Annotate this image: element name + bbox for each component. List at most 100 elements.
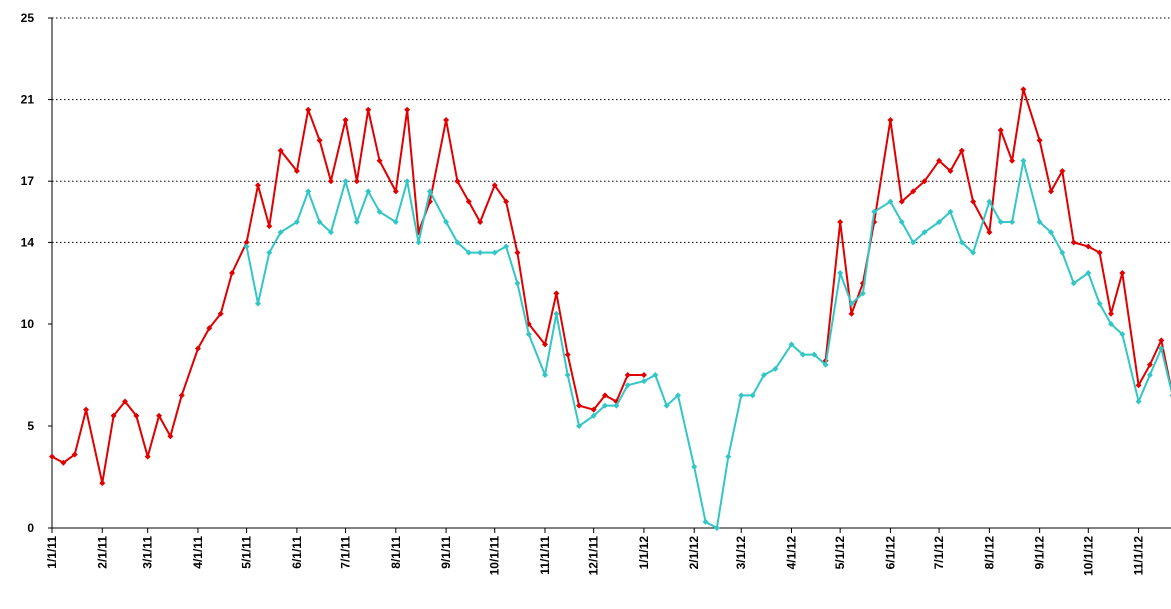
data-point: [691, 463, 698, 470]
x-tick-label: 3/1/12: [734, 536, 748, 570]
data-point: [1085, 243, 1092, 250]
data-point: [1096, 249, 1103, 256]
x-tick-label: 6/1/11: [290, 536, 304, 569]
data-point: [491, 249, 498, 256]
data-point: [613, 402, 620, 409]
data-point: [799, 351, 806, 358]
data-point: [316, 219, 323, 225]
data-point: [887, 198, 894, 205]
data-point: [1096, 300, 1103, 307]
data-point: [1009, 219, 1016, 225]
x-tick-label: 3/1/11: [141, 536, 155, 569]
data-point: [553, 290, 560, 297]
data-point: [602, 392, 609, 399]
data-point: [293, 219, 300, 225]
data-point: [178, 392, 185, 399]
x-tick-label: 8/1/11: [389, 536, 403, 569]
data-point: [898, 198, 905, 205]
data-point: [454, 178, 461, 185]
x-tick-label: 9/1/12: [1033, 536, 1047, 570]
data-point: [60, 459, 67, 466]
data-point: [477, 249, 484, 256]
data-point: [1070, 239, 1077, 246]
data-point: [921, 178, 928, 185]
data-point: [1135, 398, 1142, 405]
data-point: [1009, 157, 1016, 164]
data-point: [353, 178, 360, 185]
data-point: [725, 453, 732, 460]
y-tick-label: 21: [21, 93, 35, 107]
data-point: [1047, 229, 1054, 236]
x-tick-label: 1/1/11: [45, 536, 59, 569]
data-point: [564, 372, 571, 378]
data-point: [921, 229, 928, 236]
x-tick-label: 12/1/11: [587, 536, 601, 576]
y-tick-label: 14: [21, 235, 35, 249]
x-tick-label: 2/1/11: [95, 536, 109, 569]
x-tick-label: 4/1/11: [191, 536, 205, 569]
data-point: [110, 412, 117, 419]
data-point: [788, 341, 795, 348]
data-point: [1135, 382, 1142, 389]
y-tick-label: 10: [21, 317, 35, 331]
data-point: [602, 402, 609, 409]
data-point: [514, 249, 521, 256]
data-point: [1047, 188, 1054, 195]
data-point: [652, 372, 659, 378]
data-point: [576, 402, 583, 409]
data-point: [376, 157, 383, 164]
data-point: [1059, 249, 1066, 256]
x-tick-label: 11/1/12: [1132, 536, 1146, 576]
data-point: [887, 117, 894, 123]
data-point: [243, 243, 250, 250]
data-point: [871, 208, 878, 215]
x-tick-label: 5/1/11: [240, 536, 254, 569]
data-point: [83, 406, 90, 413]
data-point: [503, 198, 510, 205]
data-point: [71, 451, 78, 458]
data-point: [342, 117, 349, 123]
data-point: [947, 168, 954, 174]
x-tick-label: 4/1/12: [785, 536, 799, 570]
data-point: [443, 117, 450, 123]
data-point: [898, 219, 905, 225]
data-point: [970, 249, 977, 256]
data-point: [353, 219, 360, 225]
data-point: [404, 106, 411, 113]
data-point: [254, 300, 261, 307]
x-tick-label: 11/1/11: [538, 536, 552, 575]
data-point: [749, 392, 756, 399]
data-point: [640, 378, 647, 385]
y-tick-label: 17: [21, 174, 35, 188]
data-point: [738, 392, 745, 399]
x-tick-label: 5/1/12: [833, 536, 847, 570]
data-point: [477, 219, 484, 225]
data-point: [997, 219, 1004, 225]
data-point: [392, 219, 399, 225]
data-point: [365, 106, 372, 113]
data-point: [674, 392, 681, 399]
data-point: [822, 361, 829, 368]
data-point: [426, 188, 433, 195]
data-point: [970, 198, 977, 205]
data-point: [465, 198, 472, 205]
data-point: [465, 249, 472, 256]
data-point: [958, 147, 965, 154]
x-tick-label: 9/1/11: [439, 536, 453, 569]
data-point: [1059, 168, 1066, 174]
data-point: [327, 178, 334, 185]
data-point: [404, 178, 411, 185]
data-point: [1020, 157, 1027, 164]
data-point: [293, 168, 300, 174]
series-line: [245, 159, 1171, 529]
data-point: [121, 398, 128, 405]
data-point: [327, 229, 334, 236]
data-point: [958, 239, 965, 246]
data-point: [342, 178, 349, 185]
data-point: [760, 372, 767, 378]
data-point: [848, 310, 855, 317]
data-point: [936, 157, 943, 164]
data-point: [772, 365, 779, 372]
data-point: [837, 270, 844, 276]
